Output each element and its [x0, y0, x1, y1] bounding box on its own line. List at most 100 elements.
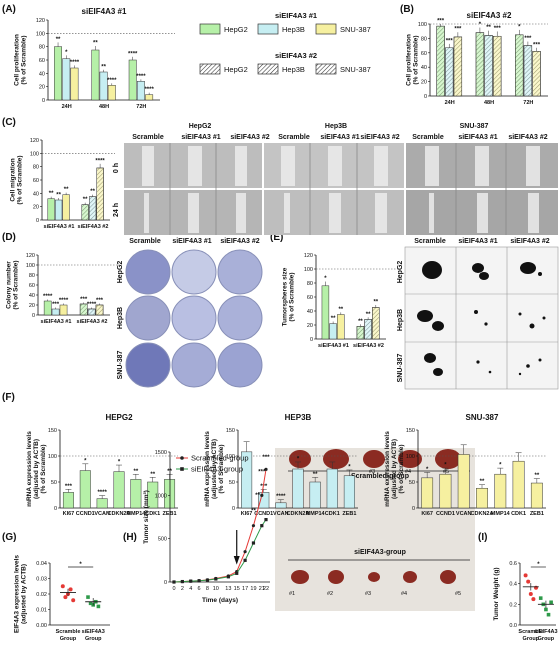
F1-sig-2: ****: [97, 490, 107, 496]
F2-ytick-label-3: 150: [226, 428, 235, 434]
F2-xtick-0: KI67: [241, 511, 253, 517]
tumorsphere-images: Scramble siEIF4A3 #1 siEIF4A3 #2 HepG2 H…: [397, 238, 559, 390]
H-sig-2: ***: [258, 470, 266, 476]
I-point-0-3: [531, 597, 536, 602]
panel-label-g: (G): [2, 532, 16, 543]
B-title: siEIF4A3 #2: [467, 11, 512, 20]
legend-item-hepg2: HepG2: [224, 25, 248, 34]
H-xtick-8: 17: [242, 586, 248, 592]
F3-xtick-2: VCAN: [456, 511, 472, 517]
panel-label-f: (F): [2, 392, 15, 403]
A-ytick-label-2: 40: [39, 71, 45, 77]
tumor-bottom-label: siEIF4A3-group: [354, 549, 406, 556]
B-sig-1-2: ***: [494, 26, 502, 32]
tumor-top-label: Scrambled-group: [351, 473, 409, 480]
I-xtick-0-0: Scramble: [518, 629, 543, 635]
H-xtick-10: 21: [259, 586, 265, 592]
F3-bar-0: [421, 477, 434, 509]
A-sig-0-0: **: [56, 37, 61, 43]
c-line-snu387: SNU-387: [460, 123, 489, 130]
H-xtick-11: 22: [263, 586, 269, 592]
I-xtick-0-1: Group: [523, 636, 540, 642]
C-ytick-label-5: 100: [30, 151, 39, 157]
tumor-id-top-3: #3: [369, 469, 375, 475]
F2-bar-6: [343, 475, 355, 509]
H-xtick-6: 13: [225, 586, 231, 592]
F3-xtick-1: CCND1: [436, 511, 455, 517]
E-sig-1-0: **: [358, 319, 363, 325]
G-xtick-1-0: siEIF4A3: [82, 629, 105, 635]
H-point-0-9: [251, 524, 256, 528]
A-sig-2-0: ****: [128, 51, 138, 57]
e-cond-1: Scramble: [414, 238, 446, 245]
B-ytick-label-0: 0: [424, 94, 427, 100]
C-sig-0-2: **: [64, 187, 69, 193]
panel-label-e: (E): [270, 232, 283, 243]
E-bar-0-2: [337, 314, 345, 340]
F2-ytick-label-1: 50: [229, 480, 235, 486]
B-sig-2-1: ***: [524, 36, 532, 42]
H-point-1-7: [235, 571, 239, 575]
A-bar-1-0: [91, 49, 100, 101]
migration-images: HepG2 Hep3B SNU-387 Scramble siEIF4A3 #1…: [113, 123, 558, 235]
C-sig-0-0: **: [49, 191, 54, 197]
panel-label-d: (D): [2, 232, 16, 243]
H-legend-marker-1: [180, 467, 184, 471]
G-xtick-1-1: Group: [85, 636, 102, 642]
C-xtick-0: siEIF4A3 #1: [44, 224, 75, 230]
I-ytick-label-3: 0.6: [509, 561, 517, 567]
F1-sig-4: **: [134, 469, 139, 475]
F1-bar-2: [96, 498, 108, 509]
tumor-photo: Scrambled-group siEIF4A3-group #1 #2 #3 …: [275, 448, 475, 611]
legend-item-snu387-2: SNU-387: [340, 65, 371, 74]
B-bar-tint-2-0: [515, 34, 524, 97]
F3-ylabel: mRNA expression levels(adjusted by ACTB)…: [384, 431, 405, 507]
B-sig-0-2: ***: [454, 27, 462, 33]
c-cond-4: Scramble: [278, 134, 310, 141]
E-bar-0-0: [321, 285, 330, 340]
legend-swatch-hepg2: [199, 23, 221, 35]
A-xtick-1: 48H: [99, 104, 109, 110]
G-point-1-1: [88, 601, 93, 606]
F3-bar-4: [494, 473, 507, 509]
C-xtick-1: siEIF4A3 #2: [78, 224, 109, 230]
H-ytick-label-2: 1000: [155, 493, 167, 499]
A-bar-0-2: [70, 67, 79, 101]
D-bar-tint-1-2: [95, 304, 104, 316]
H-point-1-5: [214, 577, 218, 581]
I-point-1-4: [549, 600, 553, 605]
C-sig-1-1: **: [90, 189, 95, 195]
I-xtick-1-0: siEIF4A3: [534, 629, 557, 635]
A-ytick-label-1: 20: [39, 85, 45, 91]
D-bar-0-2: [59, 304, 68, 316]
H-sig-1: **: [255, 493, 260, 499]
E-ytick-label-3: 60: [307, 295, 313, 301]
C-ytick-label-1: 20: [33, 205, 39, 211]
E-ylabel: Tumorspheres size(% of Scramble): [282, 267, 296, 326]
D-ytick-label-6: 120: [26, 253, 35, 259]
H-xtick-4: 8: [206, 586, 209, 592]
c-cond-2: siEIF4A3 #1: [181, 134, 220, 141]
I-ylabel: Tumor Weight (g): [493, 567, 500, 620]
F2-bar-4: [309, 481, 321, 509]
legend-item-hep3b: Hep3B: [282, 25, 305, 34]
F1-sig-1: *: [84, 458, 87, 464]
A-sig-1-1: **: [101, 64, 106, 70]
F3-ytick-label-1: 50: [409, 480, 415, 486]
E-ytick-label-4: 80: [307, 281, 313, 287]
D-ytick-label-2: 40: [29, 293, 35, 299]
plate-snu387-si2: [217, 342, 263, 388]
c-cond-6: siEIF4A3 #2: [360, 134, 399, 141]
tumor-id-bot-1: #1: [289, 591, 295, 597]
C-sig-1-2: ****: [95, 158, 105, 164]
B-ytick-label-5: 100: [418, 22, 427, 28]
E-xtick-1: siEIF4A3 #2: [353, 343, 384, 349]
plate-hep3b-scramble: [125, 295, 171, 341]
F2-ylabel: mRNA expression levels(adjusted by ACTB)…: [204, 431, 225, 507]
chart-i-tumor-weight: 0.0 0.2 0.4 0.6 Tumor Weight (g) ScrambleGrou…: [493, 561, 558, 642]
F3-ytick-label-3: 150: [406, 428, 415, 434]
H-xtick-3: 6: [198, 586, 201, 592]
C-ytick-label-2: 40: [33, 191, 39, 197]
H-point-0-8: [243, 550, 247, 554]
